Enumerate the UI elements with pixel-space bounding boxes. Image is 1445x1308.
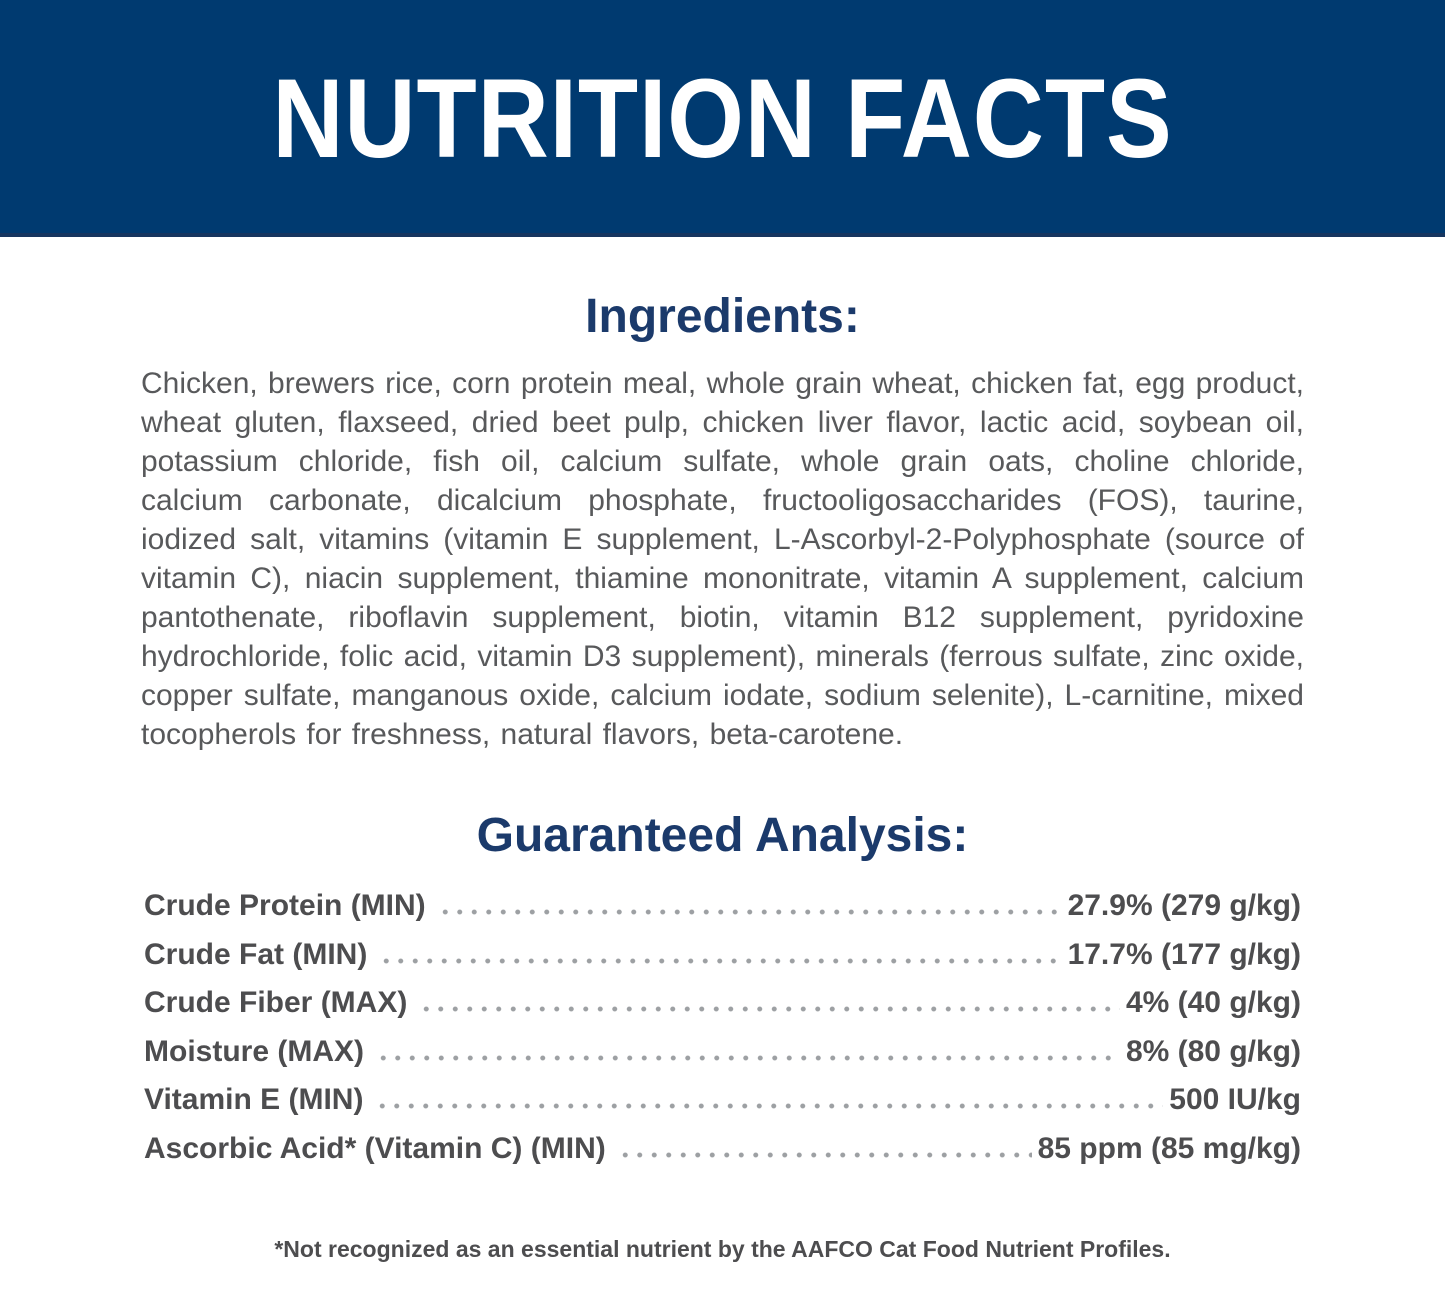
analysis-value: 4% (40 g/kg) [1125, 986, 1301, 1020]
analysis-value: 27.9% (279 g/kg) [1067, 889, 1301, 923]
analysis-row-crude-fat: Crude Fat (MIN) 17.7% (177 g/kg) [144, 938, 1301, 987]
analysis-label: Crude Fiber (MAX) [144, 986, 408, 1020]
analysis-row-crude-fiber: Crude Fiber (MAX) 4% (40 g/kg) [144, 986, 1301, 1035]
header-banner: NUTRITION FACTS [0, 0, 1445, 237]
analysis-label: Moisture (MAX) [144, 1034, 364, 1068]
dot-leader [617, 1151, 1032, 1158]
ingredients-heading: Ingredients: [585, 290, 860, 343]
aafco-footnote: *Not recognized as an essential nutrient… [274, 1236, 1171, 1263]
dot-leader [437, 909, 1062, 916]
analysis-label: Ascorbic Acid* (Vitamin C) (MIN) [144, 1131, 606, 1165]
analysis-row-moisture: Moisture (MAX) 8% (80 g/kg) [144, 1035, 1301, 1084]
analysis-row-ascorbic-acid: Ascorbic Acid* (Vitamin C) (MIN) 85 ppm … [144, 1132, 1301, 1181]
dot-leader [419, 1006, 1120, 1013]
analysis-row-crude-protein: Crude Protein (MIN) 27.9% (279 g/kg) [144, 889, 1301, 938]
ingredients-paragraph: Chicken, brewers rice, corn protein meal… [141, 367, 1304, 752]
dot-leader [375, 1103, 1164, 1110]
analysis-value: 8% (80 g/kg) [1125, 1034, 1301, 1068]
analysis-value: 85 ppm (85 mg/kg) [1037, 1131, 1301, 1165]
guaranteed-analysis-heading: Guaranteed Analysis: [476, 809, 969, 863]
analysis-label: Crude Fat (MIN) [144, 937, 368, 971]
guaranteed-analysis-table: Crude Protein (MIN) 27.9% (279 g/kg) Cru… [144, 889, 1301, 1180]
analysis-value: 500 IU/kg [1169, 1083, 1301, 1117]
dot-leader [379, 957, 1062, 964]
dot-leader [376, 1054, 1120, 1061]
analysis-label: Crude Protein (MIN) [144, 889, 426, 923]
analysis-row-vitamin-e: Vitamin E (MIN) 500 IU/kg [144, 1083, 1301, 1132]
analysis-value: 17.7% (177 g/kg) [1067, 937, 1301, 971]
analysis-label: Vitamin E (MIN) [144, 1083, 364, 1117]
page-title: NUTRITION FACTS [272, 55, 1173, 181]
